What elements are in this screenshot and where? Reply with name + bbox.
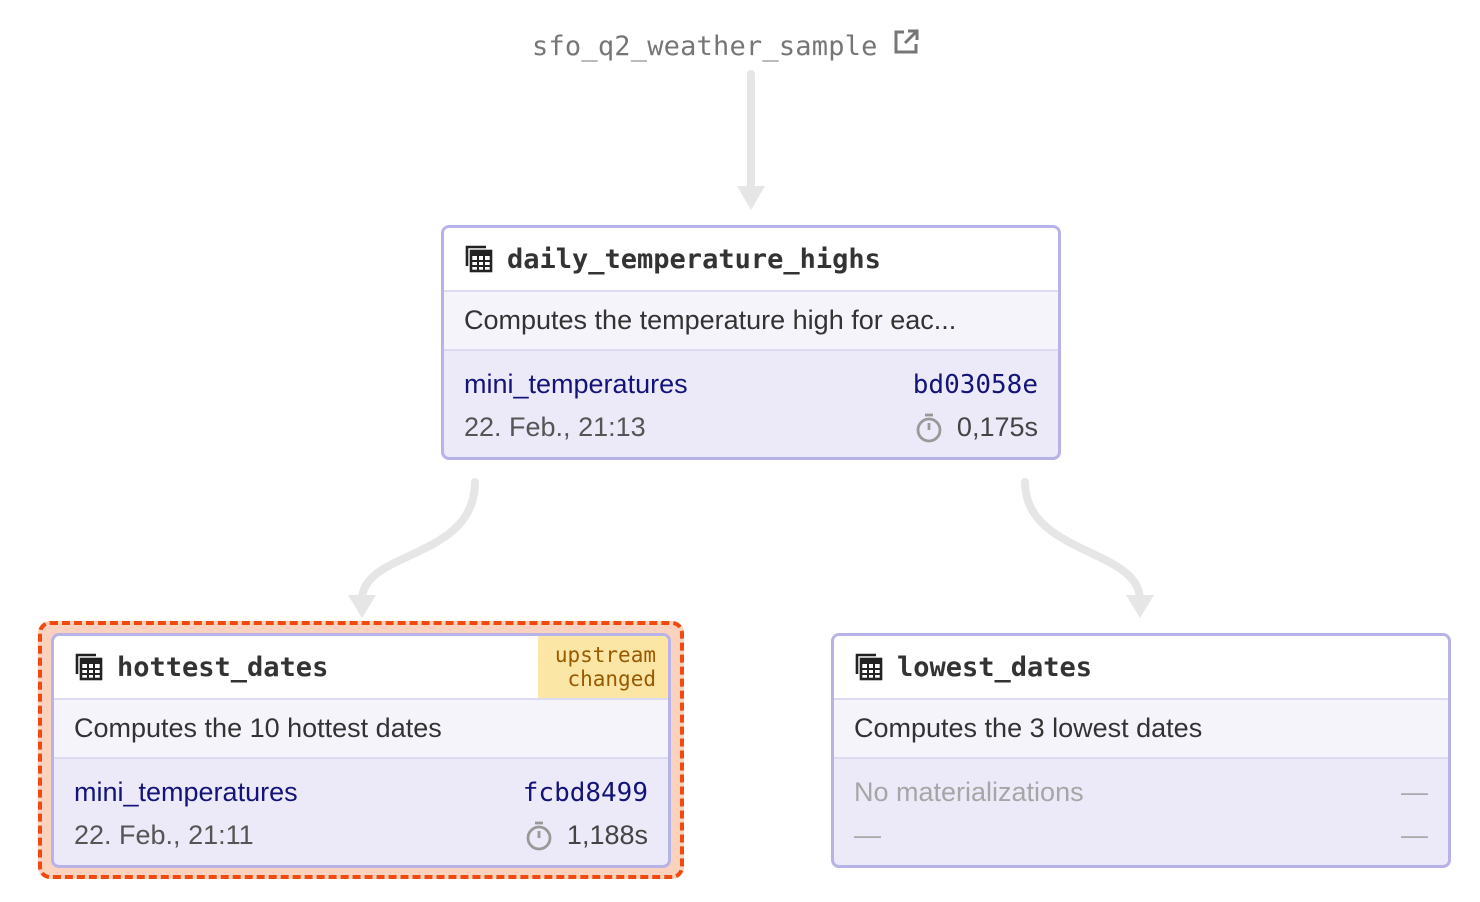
asset-name: hottest_dates — [117, 651, 329, 683]
badge-line-2: changed — [567, 667, 656, 691]
run-duration: 1,188s — [523, 820, 648, 852]
materialization-timestamp[interactable]: 22. Feb., 21:13 — [464, 412, 646, 442]
table-icon — [464, 244, 494, 274]
timestamp-placeholder: — — [854, 820, 881, 850]
materialization-info: No materializations — — — — [834, 759, 1448, 857]
materialization-timestamp[interactable]: 22. Feb., 21:11 — [74, 820, 254, 850]
upstream-changed-badge: upstream changed — [538, 636, 668, 698]
edge-daily-to-lowest — [1021, 478, 1144, 604]
run-id-link[interactable]: fcbd8499 — [522, 777, 648, 808]
asset-node-lowest-dates[interactable]: lowest_dates Computes the 3 lowest dates… — [831, 633, 1451, 868]
source-asset-link[interactable]: sfo_q2_weather_sample — [532, 24, 920, 68]
asset-name: lowest_dates — [897, 651, 1093, 683]
run-duration: 0,175s — [913, 412, 1038, 444]
table-icon — [854, 652, 884, 682]
partition-link[interactable]: mini_temperatures — [464, 369, 688, 399]
table-icon — [74, 652, 104, 682]
duration-value: 0,175s — [956, 412, 1038, 442]
duration-placeholder: — — [1401, 820, 1428, 850]
asset-node-header: hottest_dates upstream changed — [54, 636, 668, 700]
asset-node-hottest-dates[interactable]: hottest_dates upstream changed Computes … — [51, 633, 671, 868]
timer-icon — [523, 820, 555, 852]
duration-value: 1,188s — [566, 820, 648, 850]
materialization-info: mini_temperatures fcbd8499 22. Feb., 21:… — [54, 759, 668, 857]
source-asset-name: sfo_q2_weather_sample — [532, 30, 878, 62]
asset-name: daily_temperature_highs — [507, 243, 881, 275]
badge-line-1: upstream — [554, 643, 656, 667]
asset-node-header: daily_temperature_highs — [444, 228, 1058, 292]
asset-description: Computes the 3 lowest dates — [834, 700, 1448, 759]
timer-icon — [913, 412, 945, 444]
materialization-info: mini_temperatures bd03058e 22. Feb., 21:… — [444, 351, 1058, 449]
arrowhead-daily — [737, 186, 765, 210]
arrowhead-lowest — [1126, 595, 1154, 618]
external-link-icon[interactable] — [892, 28, 920, 56]
arrowhead-hottest — [348, 595, 376, 618]
hash-placeholder: — — [1401, 777, 1428, 807]
run-id-link[interactable]: bd03058e — [912, 369, 1038, 400]
asset-description: Computes the temperature high for eac... — [444, 292, 1058, 351]
no-materializations-label: No materializations — [854, 777, 1084, 807]
asset-node-daily-temperature-highs[interactable]: daily_temperature_highs Computes the tem… — [441, 225, 1061, 460]
asset-node-header: lowest_dates — [834, 636, 1448, 700]
asset-description: Computes the 10 hottest dates — [54, 700, 668, 759]
partition-link[interactable]: mini_temperatures — [74, 777, 298, 807]
edge-daily-to-hottest — [358, 478, 479, 604]
